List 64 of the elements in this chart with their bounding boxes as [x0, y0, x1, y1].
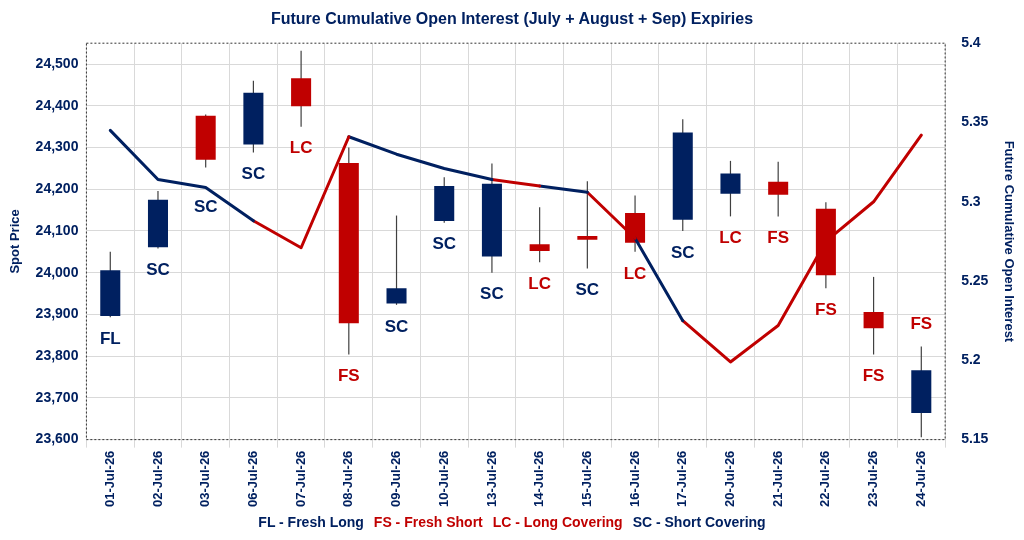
annotation: FL [99, 329, 121, 349]
x-tick-label: 21-Jul-26 [769, 450, 785, 508]
y-tick-label: 24,000 [35, 263, 79, 280]
annotation: SC [146, 260, 170, 280]
y2-tick-label: 5.25 [961, 271, 989, 288]
x-tick-label: 17-Jul-26 [674, 450, 690, 508]
annotation: FS [910, 314, 933, 334]
annotation: FS [337, 366, 360, 386]
x-tick-label: 09-Jul-26 [388, 450, 404, 508]
chart-title: Future Cumulative Open Interest (July + August + Sep) Expiries [270, 10, 754, 28]
y-tick-label: 24,500 [35, 54, 79, 71]
x-tick-label: 13-Jul-26 [483, 450, 499, 508]
annotation: SC [193, 197, 218, 217]
y-axis-title: Spot Price [7, 209, 23, 274]
x-tick-label: 14-Jul-26 [531, 450, 547, 508]
y2-tick-label: 5.4 [961, 34, 981, 51]
y-tick-label: 24,400 [35, 96, 79, 113]
annotation: LC [719, 228, 742, 248]
annotation: LC [528, 273, 551, 293]
x-tick-label: 22-Jul-26 [817, 450, 833, 508]
x-tick-label: 23-Jul-26 [865, 450, 881, 508]
annotation: FS [815, 299, 837, 319]
text: LC - Long Covering [492, 514, 623, 530]
annotation: FS [862, 366, 885, 386]
x-tick-label: 01-Jul-26 [101, 450, 117, 508]
y-tick-label: 24,100 [35, 221, 79, 238]
annotation: SC [480, 284, 504, 304]
annotation: SC [670, 242, 695, 262]
y-tick-label: 24,200 [35, 180, 79, 197]
y-tick-label: 23,700 [35, 388, 79, 405]
y2-axis-title: Future Cumulative Open Interest [1001, 140, 1017, 343]
y-tick-label: 23,900 [35, 305, 79, 322]
x-tick-label: 16-Jul-26 [626, 450, 642, 508]
candlestick [529, 206, 550, 263]
annotation: LC [623, 263, 647, 283]
y-tick-label: 23,800 [35, 347, 79, 364]
candlestick [386, 214, 407, 306]
text: FL - Fresh Long [258, 514, 364, 530]
candlestick [863, 276, 884, 356]
annotation: SC [384, 316, 409, 336]
y2-tick-label: 5.2 [961, 351, 981, 368]
x-tick-label: 06-Jul-26 [244, 450, 260, 508]
x-tick-label: 24-Jul-26 [912, 450, 928, 508]
x-tick-label: 07-Jul-26 [292, 450, 308, 508]
y-tick-label: 24,300 [35, 138, 79, 155]
candlestick [720, 160, 741, 217]
x-tick-label: 03-Jul-26 [197, 450, 213, 508]
text: SC - Short Covering [632, 514, 766, 530]
text: FS - Fresh Short [373, 514, 483, 530]
annotation: SC [241, 164, 266, 184]
x-tick-label: 15-Jul-26 [578, 450, 594, 508]
x-tick-label: 08-Jul-26 [340, 450, 356, 508]
annotation: FS [767, 228, 790, 248]
y2-tick-label: 5.35 [961, 113, 989, 130]
y-tick-label: 23,600 [35, 430, 79, 447]
y2-tick-label: 5.15 [961, 430, 989, 447]
candlestick [768, 161, 789, 217]
y2-tick-label: 5.3 [961, 192, 981, 209]
annotation: SC [575, 280, 600, 300]
annotation: SC [432, 234, 457, 254]
x-tick-label: 20-Jul-26 [722, 450, 738, 508]
x-tick-label: 02-Jul-26 [149, 450, 165, 508]
annotation: LC [289, 138, 313, 158]
x-tick-label: 10-Jul-26 [435, 450, 451, 508]
